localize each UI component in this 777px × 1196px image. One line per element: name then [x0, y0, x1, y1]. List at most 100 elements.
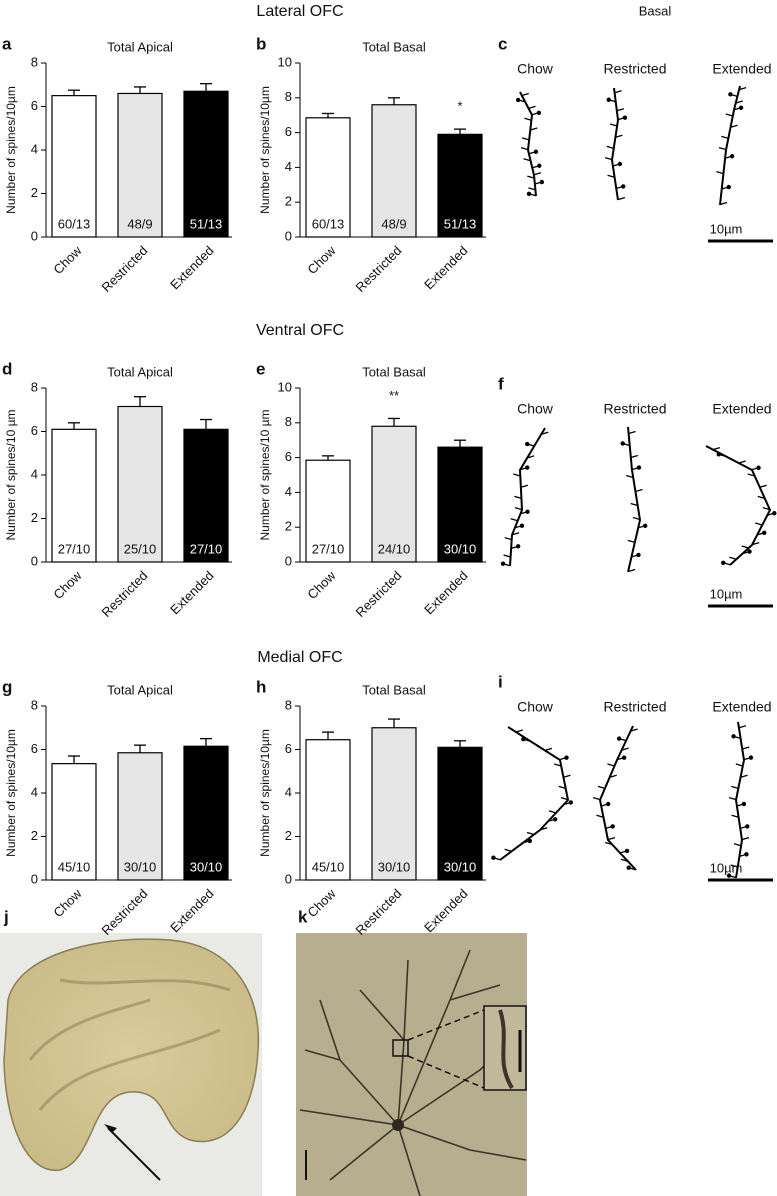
y-tick-label: 4: [285, 784, 292, 799]
bar: [371, 425, 417, 563]
spine-head: [716, 452, 721, 457]
y-tick-label: 0: [285, 553, 292, 568]
x-tick-label: Extended: [167, 886, 216, 935]
panel-letter: i: [498, 672, 503, 691]
n-label: 51/13: [190, 216, 223, 231]
dendrite: [509, 427, 546, 567]
x-tick-label: Restricted: [353, 886, 405, 938]
dendrite: [499, 726, 570, 861]
spine: [607, 174, 615, 178]
spine: [740, 774, 748, 778]
tissue-image: [0, 933, 262, 1196]
drawing-label: Extended: [712, 61, 771, 77]
spine-head: [491, 855, 496, 860]
spine: [735, 100, 743, 104]
scale-label: 10µm: [710, 221, 743, 236]
spine-head: [521, 736, 526, 742]
neuron-image: [296, 933, 527, 1196]
spine: [630, 728, 638, 732]
spine: [741, 836, 750, 841]
spine: [721, 135, 729, 140]
panel-letter: k: [298, 907, 308, 926]
n-label: 45/10: [58, 859, 91, 874]
spine: [607, 763, 615, 767]
spine: [635, 488, 643, 493]
y-tick-label: 4: [285, 484, 292, 499]
spine-head: [525, 509, 530, 514]
bar: [51, 95, 97, 238]
spine-head: [525, 465, 530, 470]
spine-head: [772, 511, 777, 516]
x-tick-label: Chow: [50, 243, 85, 278]
spine: [514, 495, 522, 500]
spine: [520, 147, 529, 151]
bar: [117, 405, 163, 563]
x-tick-label: Chow: [50, 886, 85, 921]
basal-header: Basal: [639, 3, 672, 18]
y-tick-label: 2: [31, 510, 38, 525]
spine-head: [738, 105, 744, 110]
y-tick-label: 4: [31, 784, 38, 799]
spine: [718, 146, 727, 151]
chart-title: Total Basal: [362, 682, 426, 697]
spine: [742, 746, 750, 750]
drawing-label: Extended: [712, 699, 771, 715]
spine: [738, 725, 747, 729]
y-axis-label: Number of spines/10 µm: [4, 410, 18, 541]
spine: [735, 763, 743, 767]
panel-letter: h: [256, 677, 266, 696]
spine: [526, 831, 535, 836]
spine-head: [515, 544, 521, 549]
scale-label: 10µm: [710, 586, 743, 601]
y-tick-label: 0: [285, 228, 292, 243]
spine: [530, 127, 538, 131]
x-tick-label: Extended: [167, 243, 216, 292]
chart-title: Total Basal: [362, 364, 426, 379]
x-tick-label: Restricted: [99, 568, 151, 620]
chart-title: Total Apical: [107, 682, 173, 697]
bar: [305, 459, 351, 563]
spine-head: [610, 824, 615, 829]
spine: [617, 196, 626, 201]
spine: [725, 113, 733, 117]
spine-head: [525, 441, 530, 447]
spine: [515, 729, 523, 733]
spine: [524, 117, 532, 121]
y-tick-label: 4: [285, 159, 292, 174]
spine: [730, 864, 738, 868]
y-tick-label: 8: [31, 697, 38, 712]
y-tick-label: 2: [285, 828, 292, 843]
spine-head: [621, 755, 627, 760]
spine: [731, 785, 739, 790]
spine: [563, 774, 571, 778]
spine-head: [620, 441, 625, 446]
spine: [527, 455, 535, 459]
spine: [757, 495, 765, 500]
spine: [504, 848, 512, 852]
spine: [616, 108, 625, 112]
bar: [305, 739, 351, 881]
bar: [305, 117, 351, 238]
spine: [605, 841, 613, 846]
bar: [51, 428, 97, 563]
spine: [528, 105, 536, 109]
drawing-label: Restricted: [603, 61, 666, 77]
dendrite: [519, 91, 537, 197]
y-tick-label: 8: [285, 89, 292, 104]
dendrite: [719, 85, 741, 206]
spine: [540, 827, 548, 831]
bar: [117, 752, 163, 881]
y-tick-label: 6: [31, 98, 38, 113]
spine: [592, 796, 601, 801]
panel-letter: d: [2, 359, 12, 378]
spine: [544, 747, 553, 752]
spine: [627, 568, 636, 573]
significance: **: [389, 388, 399, 403]
spine-head: [537, 163, 542, 168]
spine: [630, 454, 639, 459]
spine-head: [533, 149, 539, 154]
dendrite: [705, 445, 772, 566]
y-tick-label: 2: [31, 185, 38, 200]
spine-head: [527, 838, 532, 844]
y-tick-label: 10: [278, 54, 292, 69]
